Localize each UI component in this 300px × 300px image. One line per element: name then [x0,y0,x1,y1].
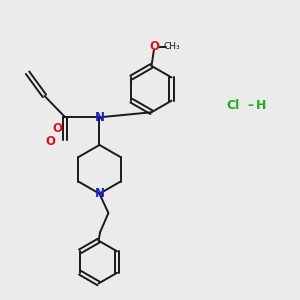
Text: N: N [94,187,104,200]
Text: O: O [45,135,56,148]
Text: O: O [149,40,160,53]
Text: O: O [52,122,62,135]
Text: Cl: Cl [226,99,240,112]
Text: CH₃: CH₃ [164,42,181,51]
Text: H: H [256,99,267,112]
Text: –: – [248,99,254,112]
Text: N: N [94,111,104,124]
